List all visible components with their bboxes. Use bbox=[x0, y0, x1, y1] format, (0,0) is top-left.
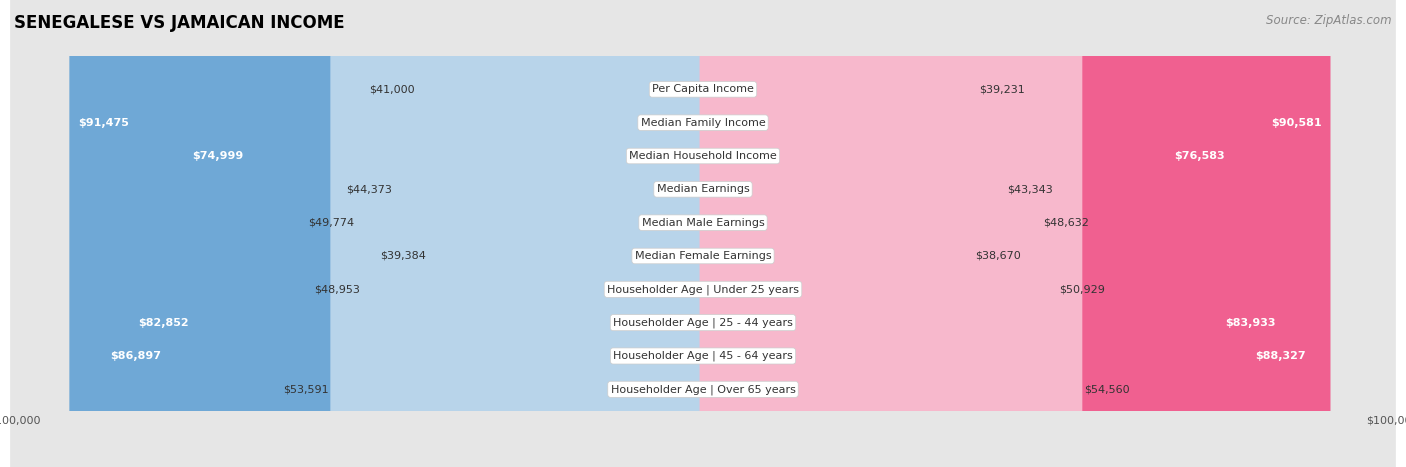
Text: Median Earnings: Median Earnings bbox=[657, 184, 749, 194]
FancyBboxPatch shape bbox=[11, 0, 1395, 467]
FancyBboxPatch shape bbox=[700, 0, 1005, 467]
FancyBboxPatch shape bbox=[394, 0, 706, 467]
FancyBboxPatch shape bbox=[11, 0, 1395, 467]
FancyBboxPatch shape bbox=[11, 0, 1395, 467]
FancyBboxPatch shape bbox=[183, 0, 706, 467]
Text: $54,560: $54,560 bbox=[1084, 384, 1130, 394]
Text: $43,343: $43,343 bbox=[1007, 184, 1053, 194]
Text: Householder Age | 25 - 44 years: Householder Age | 25 - 44 years bbox=[613, 318, 793, 328]
Text: $76,583: $76,583 bbox=[1174, 151, 1225, 161]
FancyBboxPatch shape bbox=[700, 0, 977, 467]
FancyBboxPatch shape bbox=[418, 0, 706, 467]
Text: $39,384: $39,384 bbox=[380, 251, 426, 261]
Text: SENEGALESE VS JAMAICAN INCOME: SENEGALESE VS JAMAICAN INCOME bbox=[14, 14, 344, 32]
FancyBboxPatch shape bbox=[700, 0, 1234, 467]
FancyBboxPatch shape bbox=[330, 0, 706, 467]
FancyBboxPatch shape bbox=[700, 0, 973, 467]
Text: $48,953: $48,953 bbox=[315, 284, 360, 294]
Text: Source: ZipAtlas.com: Source: ZipAtlas.com bbox=[1267, 14, 1392, 27]
FancyBboxPatch shape bbox=[129, 0, 706, 467]
FancyBboxPatch shape bbox=[429, 0, 706, 467]
Text: Per Capita Income: Per Capita Income bbox=[652, 85, 754, 94]
Text: $38,670: $38,670 bbox=[974, 251, 1021, 261]
Text: Median Household Income: Median Household Income bbox=[628, 151, 778, 161]
Text: $44,373: $44,373 bbox=[346, 184, 392, 194]
FancyBboxPatch shape bbox=[700, 0, 1083, 467]
Text: $48,632: $48,632 bbox=[1043, 218, 1090, 228]
FancyBboxPatch shape bbox=[11, 0, 1395, 467]
FancyBboxPatch shape bbox=[11, 0, 1395, 467]
FancyBboxPatch shape bbox=[700, 0, 1042, 467]
Text: Householder Age | 45 - 64 years: Householder Age | 45 - 64 years bbox=[613, 351, 793, 361]
Text: $50,929: $50,929 bbox=[1059, 284, 1105, 294]
FancyBboxPatch shape bbox=[11, 0, 1395, 467]
Text: Median Male Earnings: Median Male Earnings bbox=[641, 218, 765, 228]
FancyBboxPatch shape bbox=[11, 0, 1395, 467]
FancyBboxPatch shape bbox=[700, 0, 1057, 467]
Text: $88,327: $88,327 bbox=[1256, 351, 1306, 361]
Text: $91,475: $91,475 bbox=[79, 118, 129, 127]
Text: $39,231: $39,231 bbox=[979, 85, 1025, 94]
Text: $53,591: $53,591 bbox=[283, 384, 328, 394]
Text: Median Family Income: Median Family Income bbox=[641, 118, 765, 127]
Text: $74,999: $74,999 bbox=[191, 151, 243, 161]
Text: $82,852: $82,852 bbox=[138, 318, 188, 328]
FancyBboxPatch shape bbox=[11, 0, 1395, 467]
FancyBboxPatch shape bbox=[69, 0, 706, 467]
FancyBboxPatch shape bbox=[11, 0, 1395, 467]
FancyBboxPatch shape bbox=[357, 0, 706, 467]
FancyBboxPatch shape bbox=[700, 0, 1330, 467]
FancyBboxPatch shape bbox=[11, 0, 1395, 467]
Text: Householder Age | Over 65 years: Householder Age | Over 65 years bbox=[610, 384, 796, 395]
Text: $41,000: $41,000 bbox=[370, 85, 415, 94]
FancyBboxPatch shape bbox=[700, 0, 1285, 467]
FancyBboxPatch shape bbox=[363, 0, 706, 467]
Text: $90,581: $90,581 bbox=[1271, 118, 1322, 127]
Text: $49,774: $49,774 bbox=[308, 218, 354, 228]
FancyBboxPatch shape bbox=[700, 0, 1315, 467]
Text: $86,897: $86,897 bbox=[110, 351, 160, 361]
Text: Median Female Earnings: Median Female Earnings bbox=[634, 251, 772, 261]
Text: $83,933: $83,933 bbox=[1225, 318, 1275, 328]
Text: Householder Age | Under 25 years: Householder Age | Under 25 years bbox=[607, 284, 799, 295]
FancyBboxPatch shape bbox=[101, 0, 706, 467]
